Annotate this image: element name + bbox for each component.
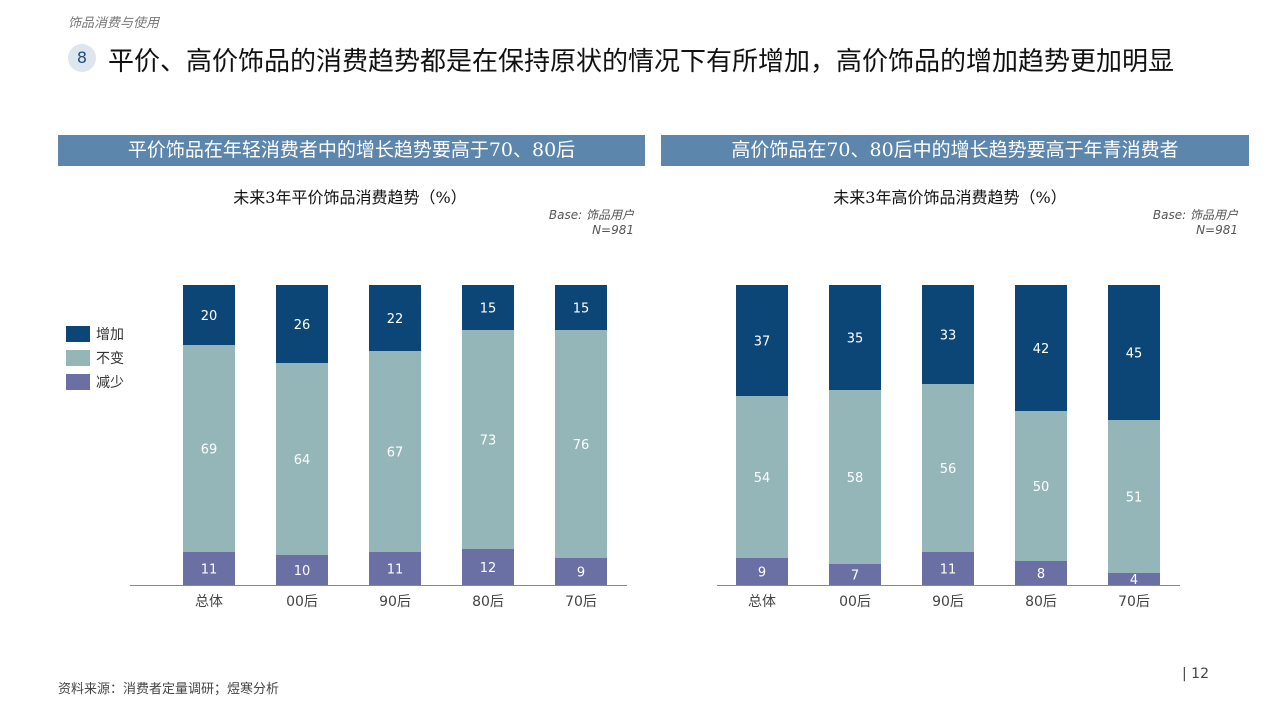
data-label: 7 bbox=[851, 569, 859, 584]
right-sample-size: N=981 bbox=[1196, 223, 1238, 237]
data-label: 11 bbox=[201, 563, 218, 578]
x-tick-label: 总体 bbox=[748, 594, 776, 610]
legend-label-decrease: 减少 bbox=[96, 375, 124, 391]
legend-label-increase: 增加 bbox=[96, 327, 124, 343]
legend-item-increase: 增加 bbox=[66, 322, 124, 346]
bar-segment-decrease bbox=[183, 552, 235, 585]
bar-segment-decrease bbox=[829, 564, 881, 585]
left-stacked-bar-chart: 11 69 20 总体 10 64 26 00后 11 67 22 90后 12 73 15 80后 9 76 15… bbox=[130, 285, 627, 610]
bar-segment-increase bbox=[829, 285, 881, 390]
legend-swatch-unchanged bbox=[66, 350, 90, 366]
source-note: 资料来源：消费者定量调研；煜寒分析 bbox=[58, 682, 280, 697]
data-label: 11 bbox=[940, 563, 957, 578]
data-label: 76 bbox=[573, 438, 590, 453]
data-label: 15 bbox=[573, 302, 590, 317]
bar-segment-decrease bbox=[1108, 573, 1160, 585]
left-chart-title: 未来3年平价饰品消费趋势（%） bbox=[233, 188, 467, 207]
right-base-note: Base: 饰品用户 N=981 bbox=[1038, 208, 1238, 238]
left-base-label: Base: 饰品用户 bbox=[548, 208, 634, 222]
data-label: 67 bbox=[387, 446, 404, 461]
data-label: 9 bbox=[758, 566, 766, 581]
bar-segment-increase bbox=[555, 285, 607, 330]
bar-segment-unchanged bbox=[736, 396, 788, 558]
bar-segment-unchanged bbox=[462, 330, 514, 549]
bar-segment-decrease bbox=[736, 558, 788, 585]
data-label: 73 bbox=[480, 434, 497, 449]
legend-label-unchanged: 不变 bbox=[96, 351, 124, 367]
legend-item-unchanged: 不变 bbox=[66, 346, 124, 370]
data-label: 42 bbox=[1033, 342, 1050, 357]
data-label: 26 bbox=[294, 318, 311, 333]
x-tick-label: 00后 bbox=[286, 594, 318, 610]
bar-segment-increase bbox=[1015, 285, 1067, 411]
bar-segment-decrease bbox=[276, 555, 328, 585]
legend-swatch-decrease bbox=[66, 374, 90, 390]
x-tick-label: 00后 bbox=[839, 594, 871, 610]
bar-segment-unchanged bbox=[183, 345, 235, 552]
bar-segment-unchanged bbox=[922, 384, 974, 552]
left-panel-banner: 平价饰品在年轻消费者中的增长趋势要高于70、80后 bbox=[58, 135, 645, 166]
data-label: 69 bbox=[201, 443, 218, 458]
data-label: 8 bbox=[1037, 567, 1045, 582]
data-label: 64 bbox=[294, 453, 311, 468]
data-label: 58 bbox=[847, 471, 864, 486]
bar-segment-increase bbox=[1108, 285, 1160, 420]
data-label: 20 bbox=[201, 309, 218, 324]
headline: 平价、高价饰品的消费趋势都是在保持原状的情况下有所增加，高价饰品的增加趋势更加明… bbox=[108, 47, 1175, 77]
bar-segment-unchanged bbox=[1108, 420, 1160, 573]
headline-number-badge: 8 bbox=[68, 44, 96, 72]
bar-segment-decrease bbox=[555, 558, 607, 585]
data-label: 4 bbox=[1130, 573, 1138, 588]
data-label: 51 bbox=[1126, 491, 1143, 506]
bar-segment-unchanged bbox=[555, 330, 607, 558]
bar-segment-increase bbox=[462, 285, 514, 330]
data-label: 10 bbox=[294, 564, 311, 579]
bar-segment-increase bbox=[369, 285, 421, 351]
bar-segment-decrease bbox=[1015, 561, 1067, 585]
data-label: 56 bbox=[940, 462, 957, 477]
data-label: 11 bbox=[387, 563, 404, 578]
x-tick-label: 80后 bbox=[472, 594, 504, 610]
legend: 增加 不变 减少 bbox=[66, 322, 124, 394]
x-tick-label: 70后 bbox=[1118, 594, 1150, 610]
bar-segment-unchanged bbox=[829, 390, 881, 564]
data-label: 15 bbox=[480, 302, 497, 317]
data-label: 37 bbox=[754, 335, 771, 350]
bar-segment-unchanged bbox=[369, 351, 421, 552]
legend-swatch-increase bbox=[66, 326, 90, 342]
bar-segment-increase bbox=[276, 285, 328, 363]
right-base-label: Base: 饰品用户 bbox=[1152, 208, 1238, 222]
data-label: 22 bbox=[387, 312, 404, 327]
left-sample-size: N=981 bbox=[592, 223, 634, 237]
x-tick-label: 90后 bbox=[379, 594, 411, 610]
data-label: 9 bbox=[577, 566, 585, 581]
data-label: 12 bbox=[480, 561, 497, 576]
data-label: 35 bbox=[847, 332, 864, 347]
x-tick-label: 80后 bbox=[1025, 594, 1057, 610]
page-number: | 12 bbox=[1182, 666, 1209, 682]
legend-item-decrease: 减少 bbox=[66, 370, 124, 394]
data-label: 54 bbox=[754, 471, 771, 486]
bar-segment-increase bbox=[183, 285, 235, 345]
data-label: 45 bbox=[1126, 347, 1143, 362]
bar-segment-decrease bbox=[922, 552, 974, 585]
x-tick-label: 70后 bbox=[565, 594, 597, 610]
bar-segment-unchanged bbox=[276, 363, 328, 555]
section-label: 饰品消费与使用 bbox=[68, 16, 160, 31]
bar-segment-unchanged bbox=[1015, 411, 1067, 561]
bar-segment-decrease bbox=[369, 552, 421, 585]
right-chart-title: 未来3年高价饰品消费趋势（%） bbox=[833, 188, 1067, 207]
data-label: 33 bbox=[940, 329, 957, 344]
x-tick-label: 总体 bbox=[195, 594, 223, 610]
right-panel-banner: 高价饰品在70、80后中的增长趋势要高于年青消费者 bbox=[661, 135, 1249, 166]
bar-segment-increase bbox=[922, 285, 974, 384]
right-stacked-bar-chart: 9 54 37 总体 7 58 35 00后 11 56 33 90后 8 50 42 80后 4 51 45 70后 bbox=[717, 285, 1180, 610]
x-tick-label: 90后 bbox=[932, 594, 964, 610]
bar-segment-decrease bbox=[462, 549, 514, 585]
bar-segment-increase bbox=[736, 285, 788, 396]
left-base-note: Base: 饰品用户 N=981 bbox=[434, 208, 634, 238]
data-label: 50 bbox=[1033, 480, 1050, 495]
